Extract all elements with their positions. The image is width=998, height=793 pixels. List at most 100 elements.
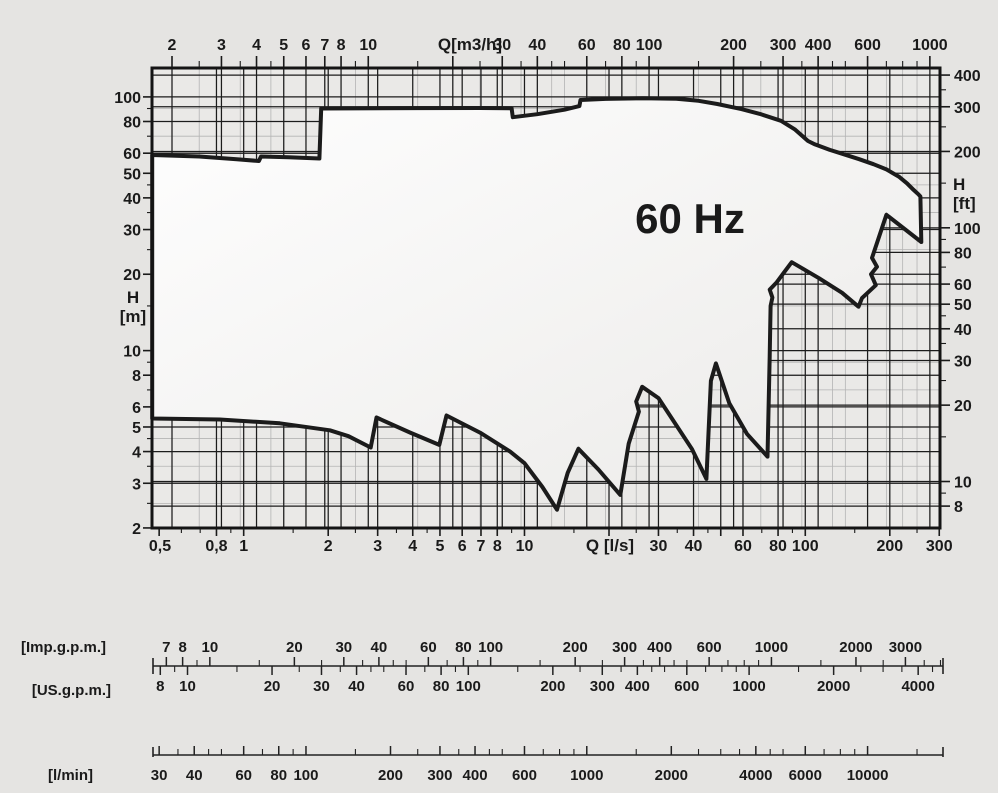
tick-label: 100	[456, 678, 481, 695]
tick-label: 0,8	[205, 538, 227, 555]
tick-label: 8	[178, 639, 186, 656]
axis-right-head-ft: 8 10 20 30 40 50 60 80 100 200 300 400	[941, 68, 981, 516]
tick-label: 8	[156, 678, 164, 695]
tick-label: 3	[217, 37, 226, 54]
tick-label: 1	[239, 538, 248, 555]
frequency-label: 60 Hz	[635, 195, 745, 242]
tick-label: 50	[954, 297, 972, 314]
tick-label: 30	[313, 678, 330, 695]
tick-label: 10000	[847, 767, 889, 784]
tick-label: 0,5	[149, 538, 171, 555]
plot-frame	[150, 66, 942, 530]
tick-label: 600	[512, 767, 537, 784]
tick-label: 20	[123, 267, 141, 284]
axis-left-unit: [m]	[120, 307, 146, 326]
tick-label: 100	[114, 90, 141, 107]
tick-label: 20	[954, 398, 972, 415]
tick-label: 400	[625, 678, 650, 695]
tick-label: 30	[335, 639, 352, 656]
tick-label: 40	[954, 322, 972, 339]
tick-label: 30	[954, 353, 972, 370]
tick-label: 100	[954, 221, 981, 238]
tick-label: 6	[302, 37, 311, 54]
tick-label: 2000	[817, 678, 850, 695]
tick-label: 200	[540, 678, 565, 695]
tick-label: 80	[613, 37, 631, 54]
tick-label: 5	[435, 538, 444, 555]
tick-label: 10	[516, 538, 534, 555]
tick-label: 40	[123, 191, 141, 208]
tick-label: 60	[734, 538, 752, 555]
tick-label: 8	[132, 368, 141, 385]
tick-label: 6	[458, 538, 467, 555]
tick-label: 2	[168, 37, 177, 54]
tick-label: 300	[590, 678, 615, 695]
tick-label: 30	[650, 538, 668, 555]
tick-label: 10	[179, 678, 196, 695]
tick-label: 60	[235, 767, 252, 784]
tick-label: 80	[769, 538, 787, 555]
tick-label: 60	[954, 277, 972, 294]
tick-label: 300	[770, 37, 797, 54]
tick-label: 200	[563, 639, 588, 656]
tick-label: 200	[378, 767, 403, 784]
tick-label: 1000	[912, 37, 948, 54]
tick-label: 80	[270, 767, 287, 784]
axis-right-title: H	[953, 175, 965, 194]
tick-label: 6000	[789, 767, 822, 784]
tick-label: 40	[371, 639, 388, 656]
tick-label: 8	[337, 37, 346, 54]
tick-label: 60	[123, 146, 141, 163]
tick-label: 20	[264, 678, 281, 695]
tick-label: 2	[132, 521, 141, 538]
tick-label: 50	[123, 166, 141, 183]
tick-label: 2	[324, 538, 333, 555]
tick-label: 100	[636, 37, 663, 54]
tick-label: 7	[162, 639, 170, 656]
tick-label: 600	[697, 639, 722, 656]
tick-label: 1000	[570, 767, 603, 784]
scale-label-l-min: [l/min]	[48, 767, 93, 784]
tick-label: 4000	[739, 767, 772, 784]
axis-bottom-title: Q [l/s]	[586, 536, 634, 555]
tick-label: 400	[463, 767, 488, 784]
tick-label: 300	[612, 639, 637, 656]
tick-label: 400	[805, 37, 832, 54]
tick-label: 600	[674, 678, 699, 695]
tick-label: 30	[151, 767, 168, 784]
tick-label: 80	[455, 639, 472, 656]
axis-left-head-m: 2 3 4 5 6 8 10 20 30 40 50 60 80 100	[114, 90, 151, 538]
tick-label: 20	[286, 639, 303, 656]
tick-label: 7	[320, 37, 329, 54]
scale-label-imp-gpm: [Imp.g.p.m.]	[21, 639, 106, 656]
tick-label: 8	[954, 499, 963, 516]
tick-label: 300	[954, 100, 981, 117]
tick-label: 8	[493, 538, 502, 555]
tick-label: 30	[123, 223, 141, 240]
tick-label: 80	[123, 114, 141, 131]
tick-label: 40	[348, 678, 365, 695]
flow-scale-us-gpm: 8 10 20 30 40 60 80 100 200 300 400 600 1000 2000 4000	[156, 666, 935, 695]
tick-label: 60	[420, 639, 437, 656]
tick-label: 4	[252, 37, 261, 54]
scale-label-us-gpm: [US.g.p.m.]	[32, 682, 111, 699]
tick-label: 1000	[755, 639, 788, 656]
tick-label: 300	[926, 538, 953, 555]
tick-label: 3	[132, 476, 141, 493]
axis-left-title: H	[127, 288, 139, 307]
tick-label: 200	[876, 538, 903, 555]
tick-label: 7	[477, 538, 486, 555]
tick-label: 3000	[889, 639, 922, 656]
axis-top-flow-m3h: 2 3 4 5 6 7 8 10 30 40 60 80 100 200 300 400 600 1000	[168, 37, 948, 67]
tick-label: 400	[647, 639, 672, 656]
axis-bottom-flow-ls: 0,5 0,8 1 2 3 4 5 6 7 8 10 30 40 60 80 100 200 300	[149, 529, 953, 555]
tick-label: 200	[720, 37, 747, 54]
tick-label: 1000	[732, 678, 765, 695]
tick-label: 4	[132, 445, 141, 462]
tick-label: 5	[132, 420, 141, 437]
tick-label: 10	[123, 344, 141, 361]
tick-label: 2000	[839, 639, 872, 656]
tick-label: 400	[954, 68, 981, 85]
tick-label: 30	[493, 37, 511, 54]
